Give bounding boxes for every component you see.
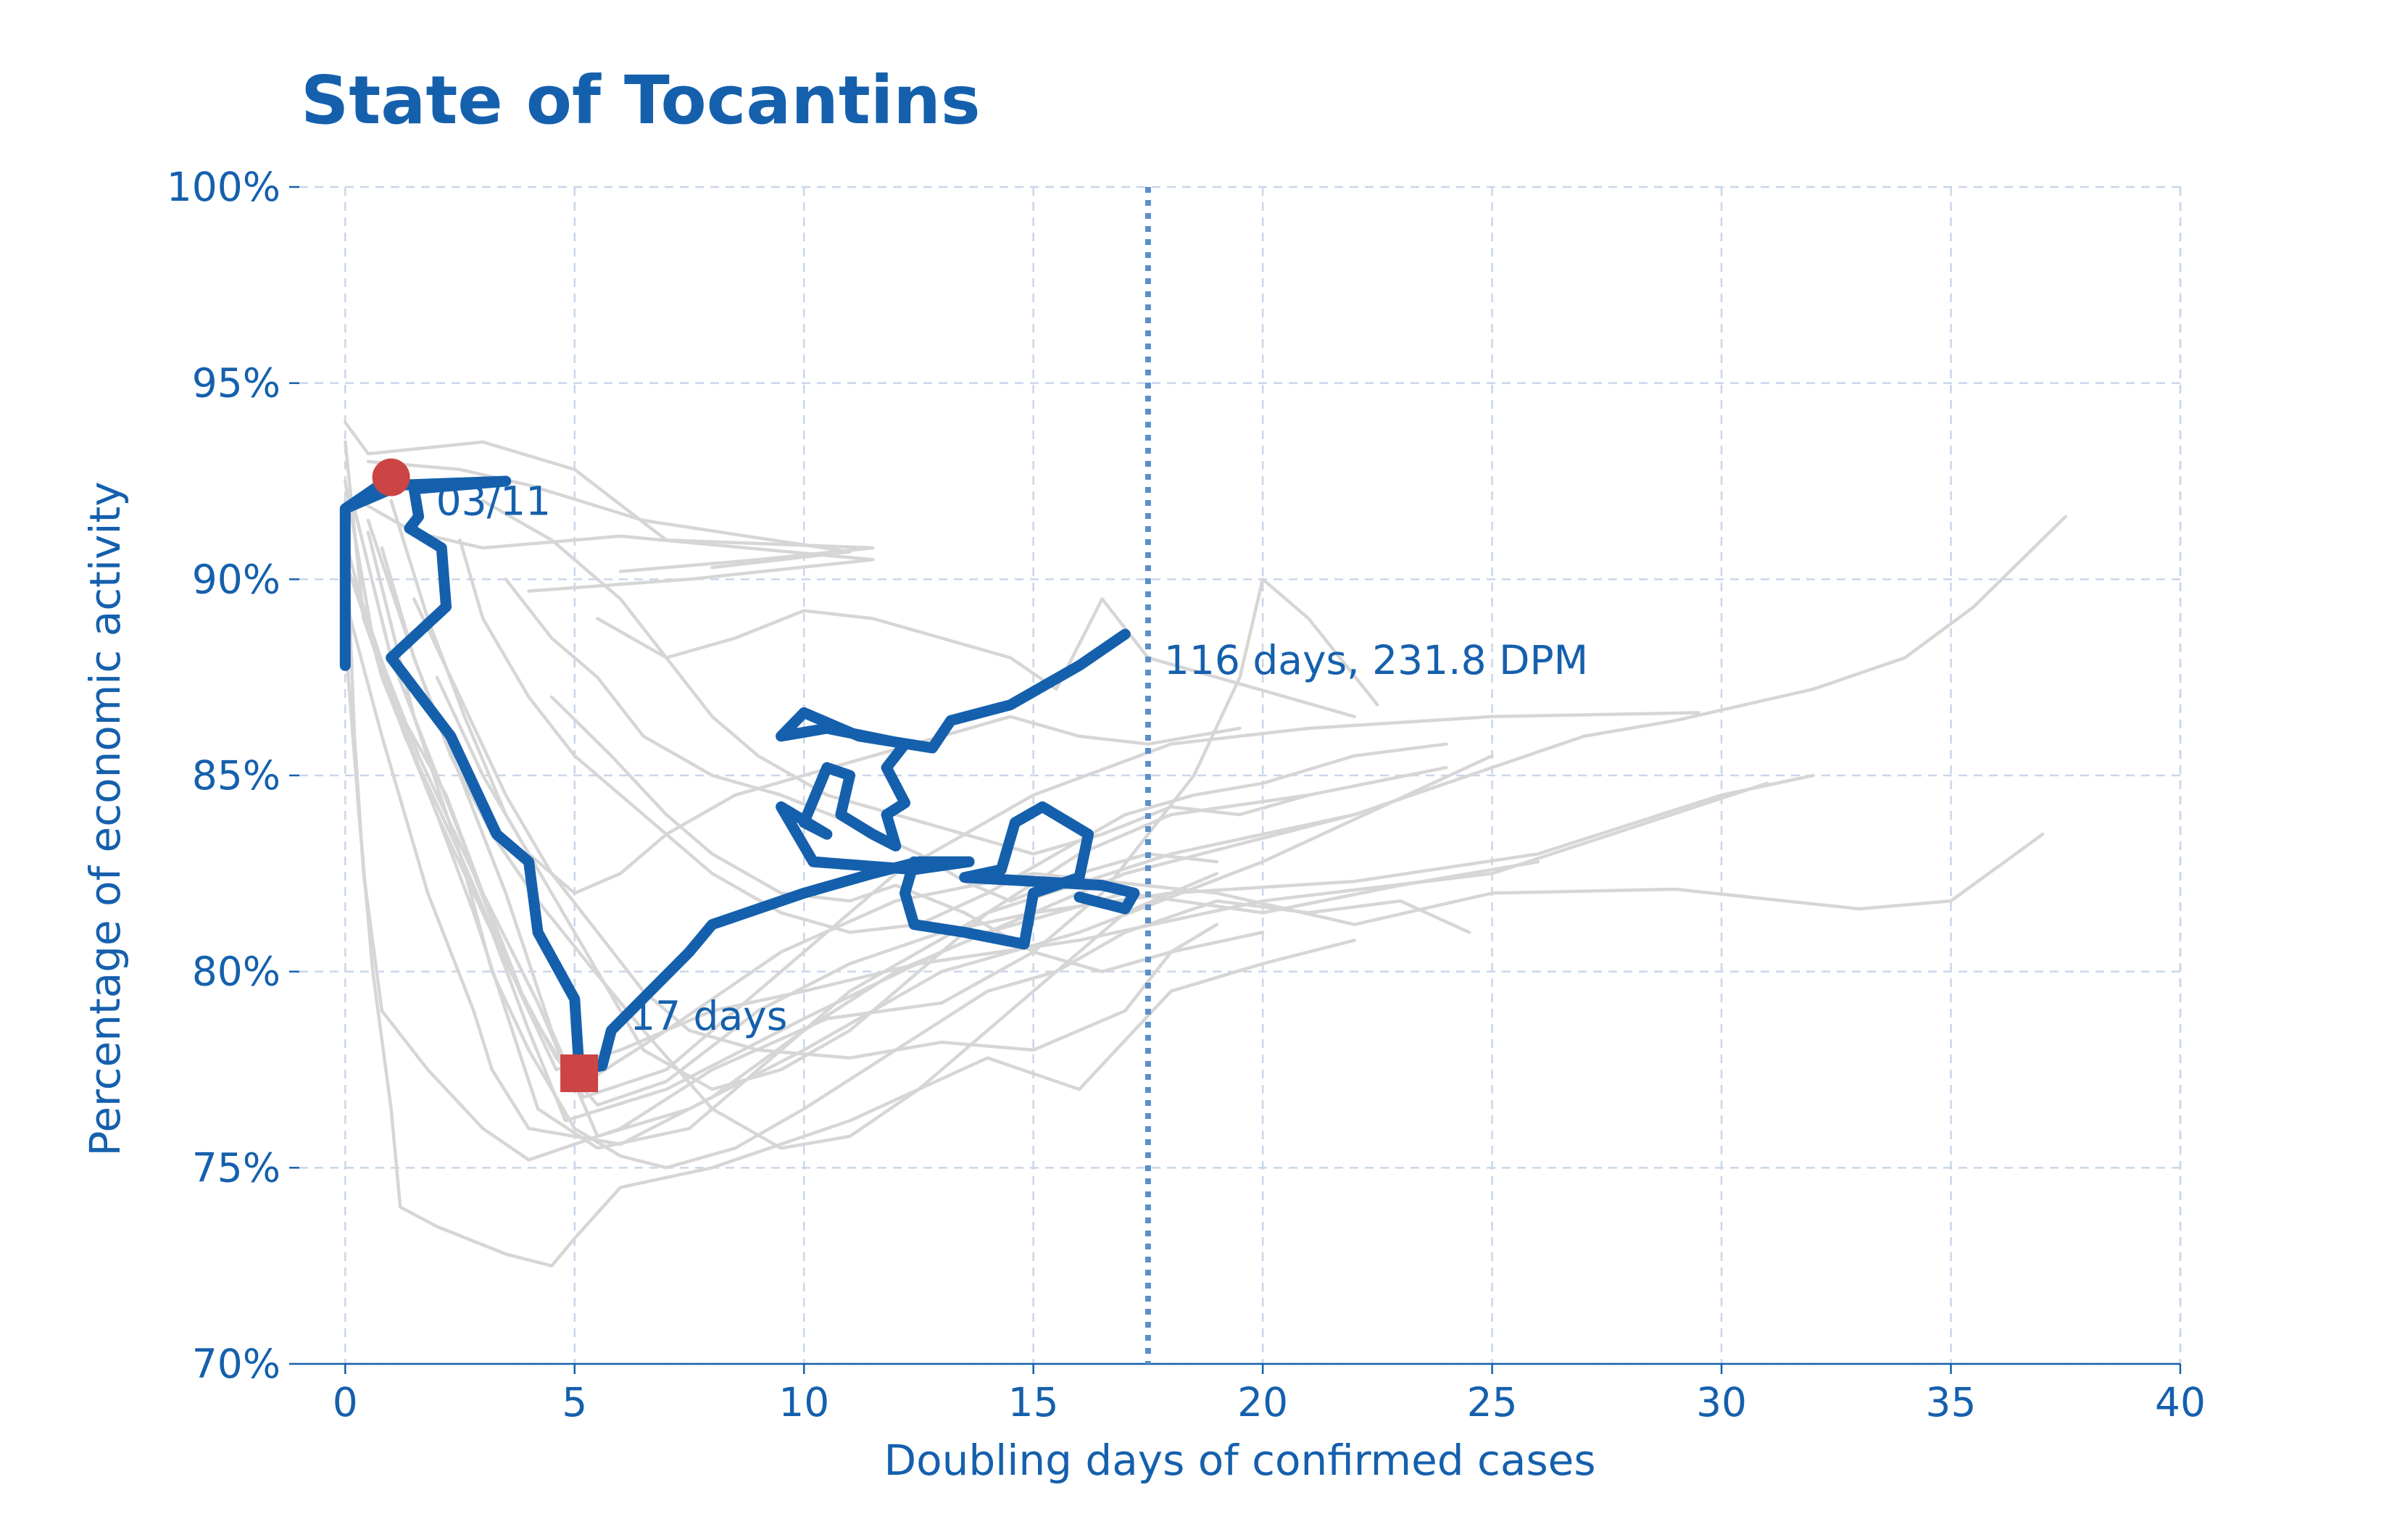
background-series-line [344, 440, 1815, 1107]
y-tick-label: 90% [192, 556, 281, 602]
highlight-series-group [339, 472, 1140, 1075]
end-summary-label: 116 days, 231.8 DPM [1164, 637, 1588, 683]
x-tick-label: 30 [1696, 1379, 1747, 1425]
background-series-line [458, 538, 1448, 934]
background-series-line [352, 507, 2045, 1091]
x-tick-label: 5 [562, 1379, 587, 1425]
marker-group [372, 458, 599, 1092]
y-tick-label: 80% [192, 949, 281, 995]
y-tick-label: 85% [192, 752, 281, 799]
highlight-series-line [900, 801, 1140, 950]
x-tick-label: 10 [778, 1379, 829, 1425]
y-tick-label: 75% [192, 1144, 281, 1191]
background-series-line [344, 597, 1540, 1146]
background-series-line [596, 597, 1356, 719]
x-tick-label: 0 [333, 1379, 358, 1425]
background-series-line [344, 636, 1356, 1268]
background-series-line [366, 530, 1219, 1170]
y-tick-label: 70% [192, 1341, 281, 1387]
background-series-line [344, 420, 875, 573]
y-tick-label: 100% [167, 164, 281, 210]
highlight-series-line [339, 472, 1131, 1075]
background-series-group [344, 420, 2068, 1268]
y-tick-label: 95% [192, 360, 281, 407]
grid [299, 186, 2182, 1365]
y-axis-label: Percentage of economic activity [80, 481, 130, 1156]
start-marker [372, 458, 410, 496]
x-axis-label: Doubling days of confirmed cases [884, 1436, 1595, 1485]
annotation-group: 03/11 17 days 116 days, 231.8 DPM [436, 478, 1588, 1039]
start-date-label: 03/11 [436, 478, 552, 525]
x-tick-label: 40 [2155, 1379, 2206, 1425]
background-series-line [344, 499, 1379, 1162]
background-series-line [344, 558, 1700, 1099]
background-series-line [435, 675, 1242, 895]
x-tick-label: 35 [1926, 1379, 1977, 1425]
min-doubling-label: 17 days [630, 993, 787, 1039]
background-series-line [352, 578, 1471, 1150]
axes: 0 5 10 15 20 25 30 35 40 70% 75% 80% 85% 90% 95% 100% [167, 164, 2206, 1425]
x-tick-label: 15 [1008, 1379, 1059, 1425]
x-tick-label: 25 [1467, 1379, 1518, 1425]
x-tick-label: 20 [1237, 1379, 1288, 1425]
background-series-line [344, 515, 2068, 1123]
background-series-line [481, 499, 1310, 856]
chart-title: State of Tocantins [301, 62, 981, 139]
background-series-line [549, 695, 1265, 973]
background-series-line [389, 499, 1448, 1091]
min-doubling-marker [560, 1054, 599, 1092]
background-series-line [412, 597, 1219, 1060]
